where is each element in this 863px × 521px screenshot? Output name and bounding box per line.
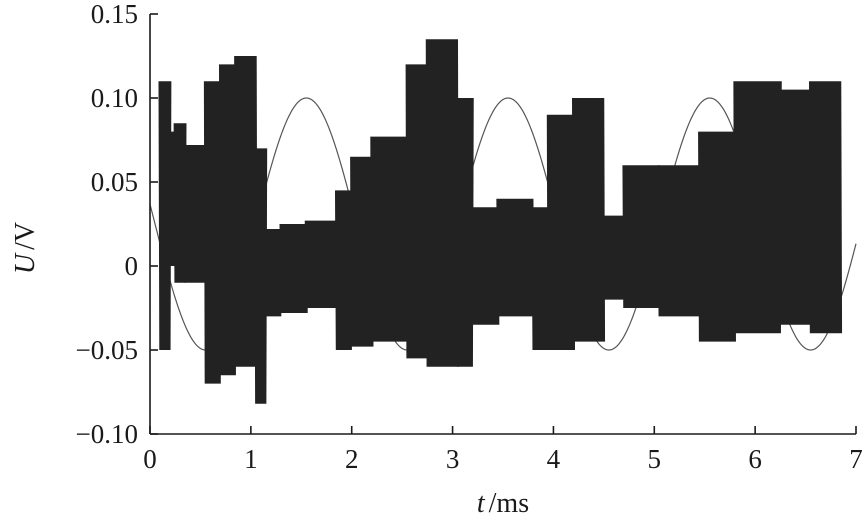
series-oscillation-segment bbox=[546, 114, 576, 351]
y-axis-label: U/V bbox=[10, 222, 41, 274]
x-tick-label: 1 bbox=[244, 444, 258, 474]
y-tick-label: 0.15 bbox=[91, 0, 138, 29]
x-tick-label: 7 bbox=[849, 444, 863, 474]
series-oscillation-segment bbox=[370, 136, 409, 342]
x-tick-label: 2 bbox=[345, 444, 359, 474]
tick-labels: 0 1 2 3 4 5 6 7 −0.10 −0.05 0 0.05 0.10 0.15 bbox=[76, 0, 863, 474]
x-axis-label: t/ms bbox=[477, 488, 529, 519]
x-tick-label: 6 bbox=[748, 444, 762, 474]
series-oscillation-segment bbox=[456, 97, 474, 367]
x-tick-label: 3 bbox=[446, 444, 460, 474]
series-oscillation-segment bbox=[183, 145, 208, 283]
y-tick-label: −0.05 bbox=[76, 335, 138, 365]
y-tick-label: 0 bbox=[125, 251, 139, 281]
x-tick-label: 5 bbox=[648, 444, 662, 474]
series-oscillation-segment bbox=[425, 39, 459, 367]
series-oscillation-segment bbox=[778, 89, 812, 325]
series-oscillation-segment bbox=[203, 81, 222, 384]
plot-area bbox=[149, 39, 857, 404]
series-oscillation-segment bbox=[405, 64, 429, 359]
series-oscillation-segment bbox=[698, 131, 736, 342]
series-oscillation-segment bbox=[496, 198, 535, 317]
series-oscillation-segment bbox=[471, 207, 500, 325]
series-oscillation-segment bbox=[602, 215, 626, 300]
axes bbox=[149, 14, 856, 435]
series-oscillation-segment bbox=[809, 81, 843, 334]
series-oscillation-segment bbox=[350, 156, 374, 347]
series-oscillation-segment bbox=[733, 81, 782, 334]
series-oscillation-segment bbox=[279, 223, 308, 314]
series-oscillation-segment bbox=[264, 229, 283, 317]
x-tick-label: 4 bbox=[547, 444, 561, 474]
y-tick-label: 0.10 bbox=[91, 83, 138, 113]
series-oscillation-segment bbox=[657, 165, 702, 317]
series-oscillation-segment bbox=[158, 81, 172, 351]
series-oscillation-segment bbox=[304, 220, 338, 309]
series-oscillation-segment bbox=[334, 190, 353, 351]
series-oscillation-segment bbox=[219, 64, 237, 376]
y-tick-label: 0.05 bbox=[91, 167, 138, 197]
series-oscillation-segment bbox=[234, 55, 258, 367]
series-oscillation-segment bbox=[173, 123, 187, 283]
ticks bbox=[149, 13, 857, 435]
x-tick-label: 0 bbox=[143, 444, 157, 474]
series-oscillation-segment bbox=[254, 148, 268, 404]
y-tick-label: −0.10 bbox=[76, 419, 138, 449]
series-oscillation-segment bbox=[531, 207, 550, 351]
series-oscillation-segment bbox=[622, 165, 661, 309]
series-oscillation-segment bbox=[571, 97, 606, 342]
